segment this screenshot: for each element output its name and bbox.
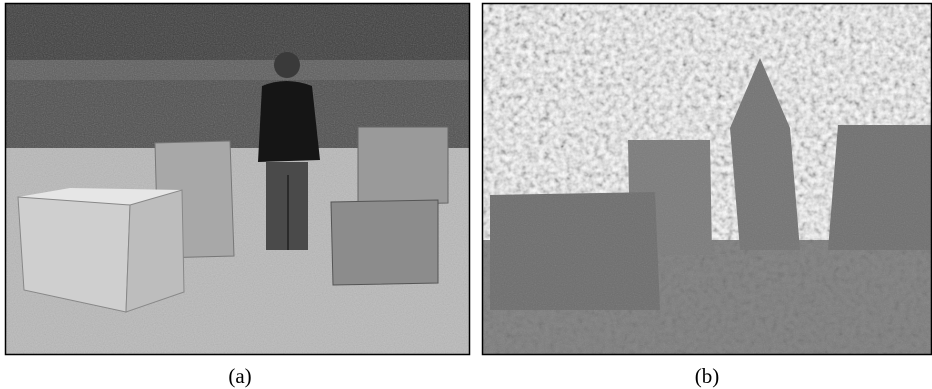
page: {"panels": [{"caption": "(a)"}, {"captio… <box>0 0 932 389</box>
caption: (a) <box>228 364 251 388</box>
depth-panel <box>483 4 931 354</box>
caption: (b) <box>695 364 720 388</box>
figure: (a) (b) <box>0 0 932 389</box>
photo-panel <box>6 4 469 354</box>
